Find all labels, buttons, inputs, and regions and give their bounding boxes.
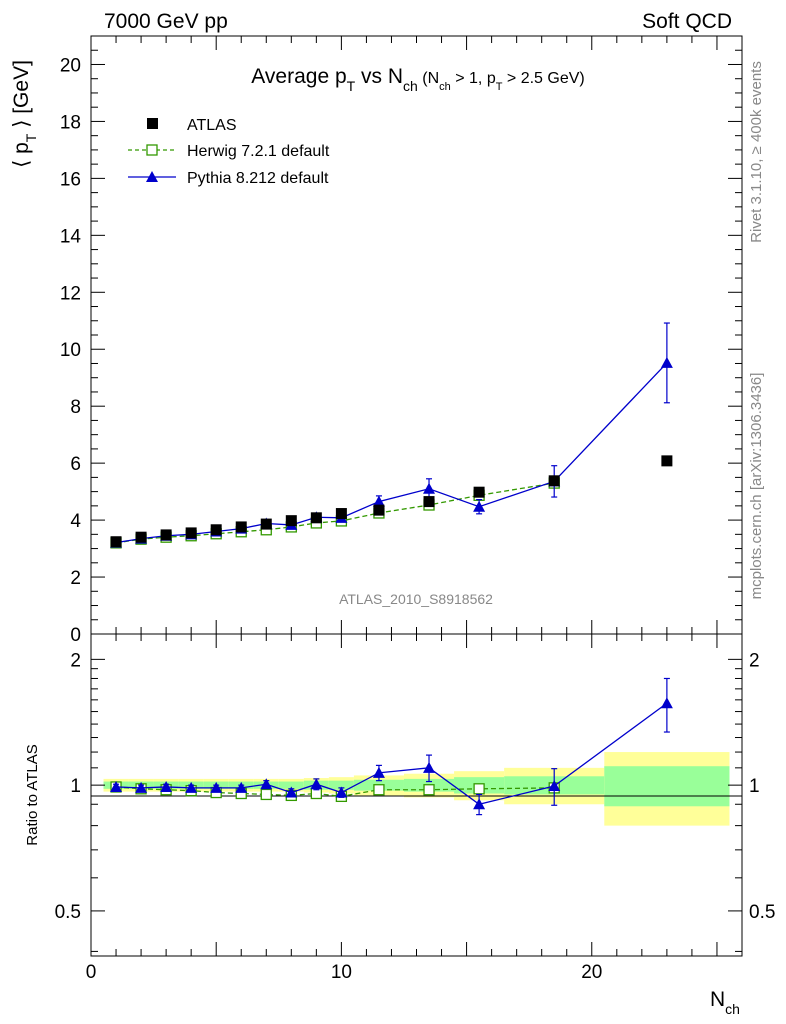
- y-tick-label-main: 6: [70, 454, 81, 475]
- pythia-ratio-point: [335, 786, 348, 798]
- pythia-point: [372, 495, 385, 507]
- pythia-point: [423, 482, 436, 494]
- legend: ATLAS Herwig 7.2.1 default Pythia 8.212 …: [128, 117, 330, 187]
- legend-pythia-label: Pythia 8.212 default: [187, 170, 329, 187]
- atlas-point: [335, 508, 347, 520]
- y-tick-label-main: 12: [60, 283, 81, 304]
- pythia-point: [473, 500, 486, 512]
- y-tick-label-main: 20: [60, 55, 81, 76]
- legend-herwig-marker: [146, 144, 158, 156]
- y-tick-label-main: 2: [70, 568, 81, 589]
- pythia-ratio-point: [210, 781, 223, 793]
- herwig-line: [115, 482, 555, 544]
- atlas-uncertainty-bands: [103, 752, 730, 826]
- legend-atlas-marker: [147, 118, 158, 129]
- analysis-watermark: ATLAS_2010_S8918562: [339, 591, 493, 607]
- legend-atlas-label: ATLAS: [187, 117, 237, 134]
- atlas-band-inner: [278, 781, 304, 789]
- y-tick-label-main: 16: [60, 169, 81, 190]
- atlas-band-inner: [328, 780, 354, 790]
- atlas-point: [373, 504, 385, 516]
- atlas-point: [285, 515, 297, 527]
- y-axis-label-ratio: Ratio to ATLAS: [24, 744, 41, 845]
- ratio-y-tick-label-left: 2: [70, 650, 81, 671]
- mcplots-note: mcplots.cern.ch [arXiv:1306.3436]: [748, 373, 765, 600]
- atlas-band-inner: [604, 766, 730, 807]
- pythia-ratio-point: [160, 780, 173, 792]
- pythia-ratio-point: [310, 778, 323, 790]
- legend-pythia-marker: [146, 171, 158, 182]
- atlas-point: [135, 531, 147, 543]
- y-tick-label-main: 4: [70, 511, 81, 532]
- atlas-point: [473, 486, 485, 498]
- herwig-ratio-point: [473, 783, 485, 795]
- legend-herwig-entry: Herwig 7.2.1 default: [128, 143, 330, 160]
- pythia-ratio-point: [110, 780, 123, 792]
- y-tick-label-main: 0: [70, 625, 81, 646]
- y-tick-label-main: 10: [60, 340, 81, 361]
- ratio-y-tick-label-right: 2: [749, 650, 760, 671]
- atlas-point: [160, 529, 172, 541]
- atlas-point: [235, 521, 247, 533]
- pythia-ratio-point: [235, 781, 248, 793]
- pythia-ratio-point: [660, 697, 673, 709]
- pythia-ratio-point: [548, 780, 561, 792]
- header-right: Soft QCD: [642, 10, 732, 33]
- atlas-point: [423, 496, 435, 508]
- y-tick-label-main: 8: [70, 397, 81, 418]
- pythia-ratio-point: [473, 798, 486, 810]
- y-tick-label-main: 14: [60, 226, 82, 247]
- legend-pythia-entry: Pythia 8.212 default: [128, 170, 329, 187]
- pythia-ratio-point: [260, 778, 273, 790]
- atlas-point: [110, 536, 122, 548]
- pythia-ratio-point: [185, 781, 198, 793]
- x-axis-label: Nch: [710, 988, 740, 1017]
- rivet-note: Rivet 3.1.10, ≥ 400k events: [748, 61, 765, 243]
- ratio-y-tick-label-right: 0.5: [749, 902, 775, 923]
- y-axis-label-main: ⟨ pT ⟩ [GeV]: [10, 60, 39, 168]
- pythia-ratio-point: [423, 761, 436, 773]
- legend-atlas-entry: ATLAS: [147, 117, 237, 134]
- ratio-y-tick-label-right: 1: [749, 776, 760, 797]
- pythia-ratio-point: [135, 781, 148, 793]
- x-tick-label: 0: [86, 962, 97, 983]
- herwig-ratio-point: [260, 788, 272, 801]
- herwig-ratio-line: [115, 786, 555, 798]
- ratio-y-tick-label-left: 1: [70, 776, 81, 797]
- atlas-point: [310, 512, 322, 524]
- pythia-ratio-point: [285, 786, 298, 798]
- atlas-point: [548, 475, 560, 487]
- header-left: 7000 GeV pp: [104, 10, 228, 33]
- x-tick-label: 20: [581, 962, 602, 983]
- pythia-ratio-series: [110, 677, 673, 816]
- atlas-point: [260, 518, 272, 530]
- herwig-ratio-point: [373, 784, 385, 796]
- herwig-ratio-point: [423, 784, 435, 796]
- atlas-point: [210, 524, 222, 536]
- atlas-point: [661, 455, 673, 467]
- pythia-line: [115, 362, 668, 544]
- pythia-series: [110, 322, 673, 548]
- atlas-series: [110, 455, 673, 548]
- x-tick-label: 10: [331, 962, 352, 983]
- herwig-series: [110, 477, 560, 549]
- pythia-point: [660, 356, 673, 368]
- legend-herwig-label: Herwig 7.2.1 default: [187, 143, 330, 160]
- ratio-y-tick-label-left: 0.5: [55, 902, 81, 923]
- atlas-point: [185, 527, 197, 539]
- chart-title: Average pT vs Nch (Nch > 1, pT > 2.5 GeV…: [251, 65, 584, 94]
- pythia-ratio-point: [372, 766, 385, 778]
- y-tick-label-main: 18: [60, 112, 81, 133]
